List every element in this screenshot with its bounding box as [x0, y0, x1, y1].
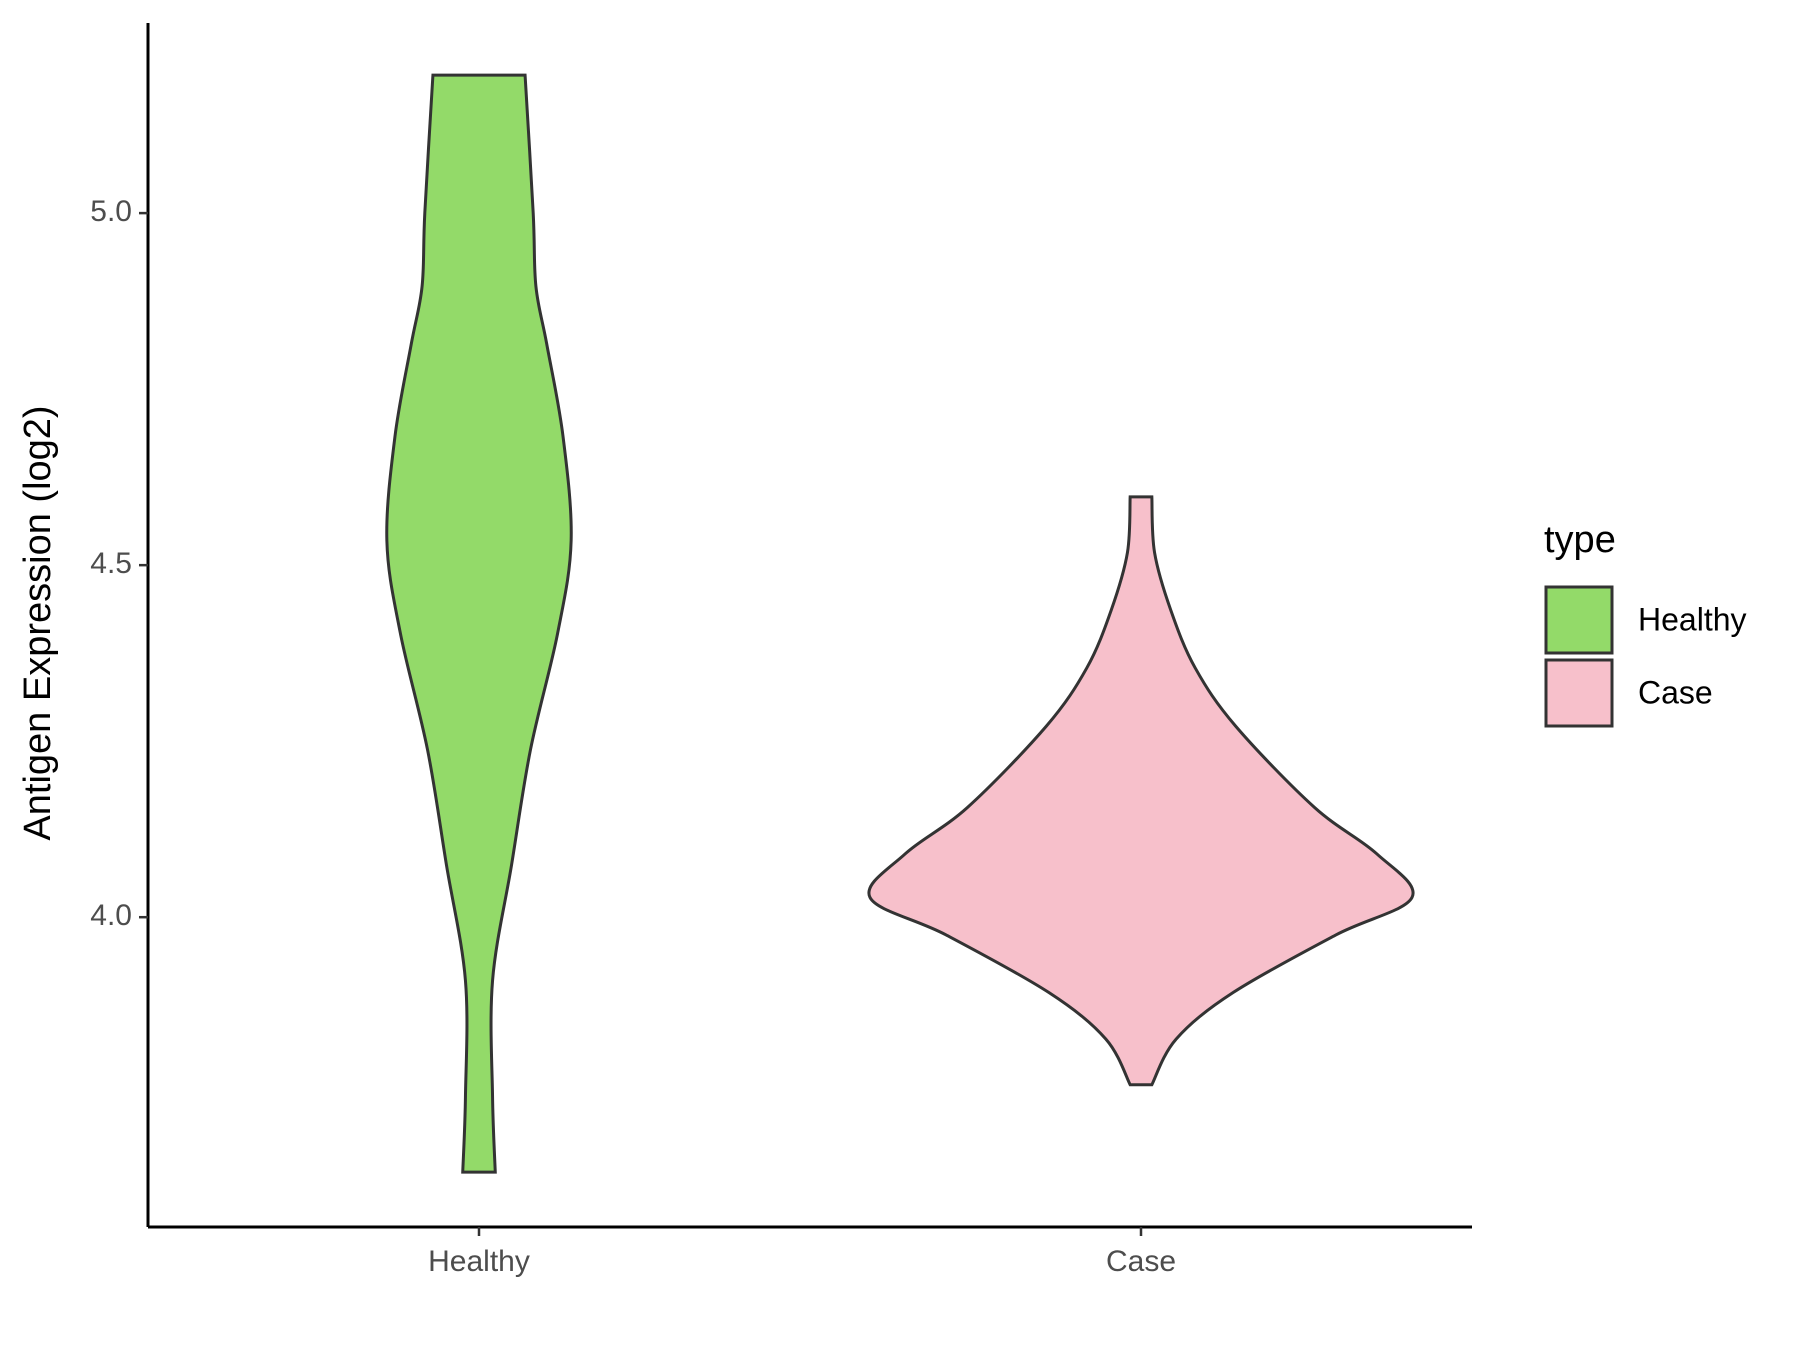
y-tick-label: 5.0 [90, 195, 132, 228]
violin [385, 73, 573, 1174]
violin [867, 495, 1415, 1087]
y-tick-label: 4.5 [90, 547, 132, 580]
legend-swatch [1544, 585, 1614, 655]
y-tick-label: 4.0 [90, 899, 132, 932]
legend-label: Case [1638, 674, 1713, 710]
legend-label: Healthy [1638, 601, 1747, 637]
x-tick-label: Healthy [428, 1245, 530, 1278]
x-tick-label: Case [1106, 1245, 1176, 1278]
legend-title: type [1544, 519, 1616, 561]
y-axis-title: Antigen Expression (log2) [17, 405, 59, 840]
legend-swatch [1544, 658, 1614, 728]
